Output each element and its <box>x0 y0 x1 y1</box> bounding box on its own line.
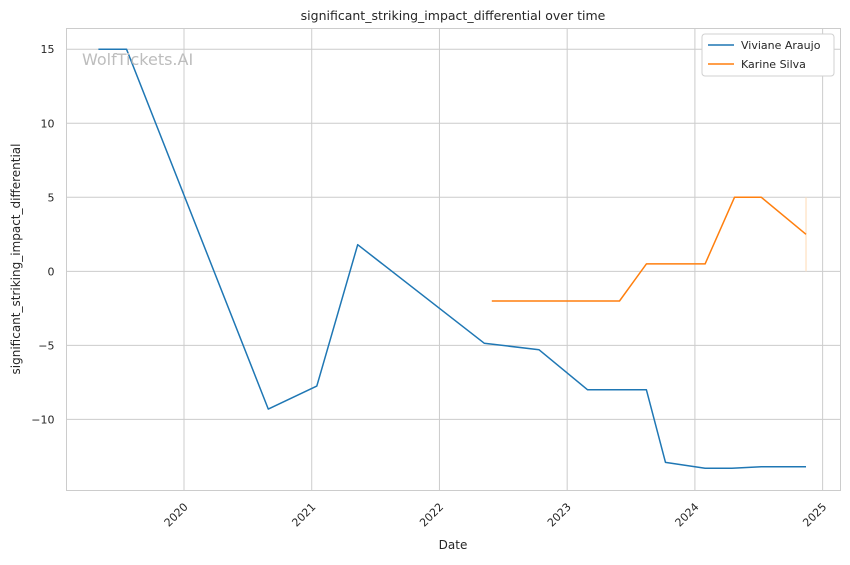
plot-area-frame <box>67 29 841 491</box>
y-tick-label: −10 <box>31 413 54 426</box>
y-tick-label: 10 <box>41 117 55 130</box>
watermark: WolfTickets.AI <box>82 50 193 69</box>
y-tick-label: 5 <box>48 191 55 204</box>
y-tick-label: 15 <box>41 43 55 56</box>
legend-label-viviane: Viviane Araujo <box>741 39 821 52</box>
x-tick-label: 2025 <box>800 501 829 530</box>
y-axis-label: significant_striking_impact_differential <box>9 144 23 375</box>
x-tick-label: 2020 <box>162 501 191 530</box>
x-axis-label: Date <box>439 538 468 552</box>
y-tick-label: −5 <box>38 339 54 352</box>
legend-label-karine: Karine Silva <box>741 58 806 71</box>
x-tick-label: 2021 <box>289 501 318 530</box>
series-line-karine-silva <box>492 197 806 301</box>
y-tick-label: 0 <box>48 265 55 278</box>
series-line-viviane-araujo <box>98 49 806 468</box>
legend: Viviane Araujo Karine Silva <box>702 34 834 76</box>
x-tick-label: 2024 <box>673 501 702 530</box>
x-tick-label: 2023 <box>545 501 574 530</box>
x-tick-label: 2022 <box>417 501 446 530</box>
chart-title: significant_striking_impact_differential… <box>301 8 606 23</box>
